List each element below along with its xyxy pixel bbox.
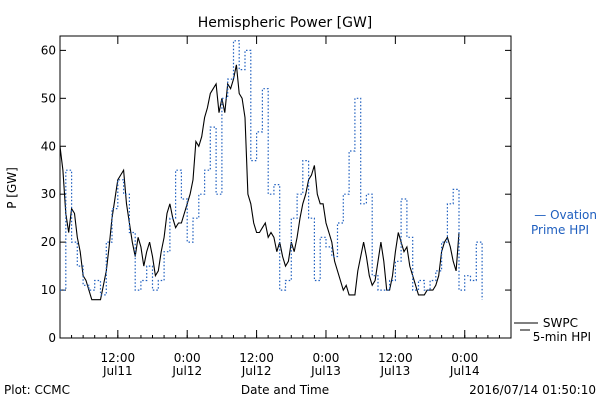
x-tick-date-label: Jul13: [379, 364, 410, 378]
x-axis-label: Date and Time: [241, 383, 329, 397]
series-layer: [59, 40, 483, 301]
plot-frame: [59, 35, 512, 339]
x-tick-date-label: Jul11: [102, 364, 133, 378]
legend-ovation-line1: — Ovation: [534, 208, 597, 222]
x-tick-date-label: Jul14: [449, 364, 480, 378]
chart-title: Hemispheric Power [GW]: [198, 15, 373, 31]
x-tick-time-label: 12:00: [101, 351, 136, 365]
legend-ovation-line2: Prime HPI: [531, 223, 589, 237]
legend: — Ovation Prime HPI SWPC 5-min HPI: [514, 208, 597, 344]
y-tick-label: 10: [41, 283, 56, 297]
legend-swpc-line1: SWPC: [543, 316, 578, 330]
x-tick-time-label: 0:00: [451, 351, 478, 365]
y-tick-label: 40: [41, 139, 56, 153]
y-tick-label: 60: [41, 43, 56, 57]
footer-timestamp: 2016/07/14 01:50:10: [469, 383, 596, 397]
x-tick-date-label: Jul12: [171, 364, 202, 378]
legend-swpc-line2: 5-min HPI: [533, 330, 591, 344]
series-line-ovation-prime: [60, 40, 483, 300]
x-tick-time-label: 0:00: [312, 351, 339, 365]
y-axis-ticks: 0 10 20 30 40 50 60: [41, 43, 511, 345]
y-tick-label: 50: [41, 91, 56, 105]
x-tick-date-label: Jul12: [241, 364, 272, 378]
y-axis-label: P [GW]: [5, 167, 19, 209]
x-tick-date-label: Jul13: [310, 364, 341, 378]
y-tick-label: 30: [41, 187, 56, 201]
footer-plot-credit: Plot: CCMC: [4, 383, 70, 397]
x-tick-time-label: 0:00: [174, 351, 201, 365]
x-axis-ticks: 12:00Jul110:00Jul1212:00Jul120:00Jul1312…: [59, 36, 512, 378]
y-tick-label: 0: [48, 331, 56, 345]
series-line-swpc: [59, 64, 460, 301]
y-tick-label: 20: [41, 235, 56, 249]
plot-area: [59, 35, 512, 339]
x-tick-time-label: 12:00: [239, 351, 274, 365]
x-tick-time-label: 12:00: [378, 351, 413, 365]
